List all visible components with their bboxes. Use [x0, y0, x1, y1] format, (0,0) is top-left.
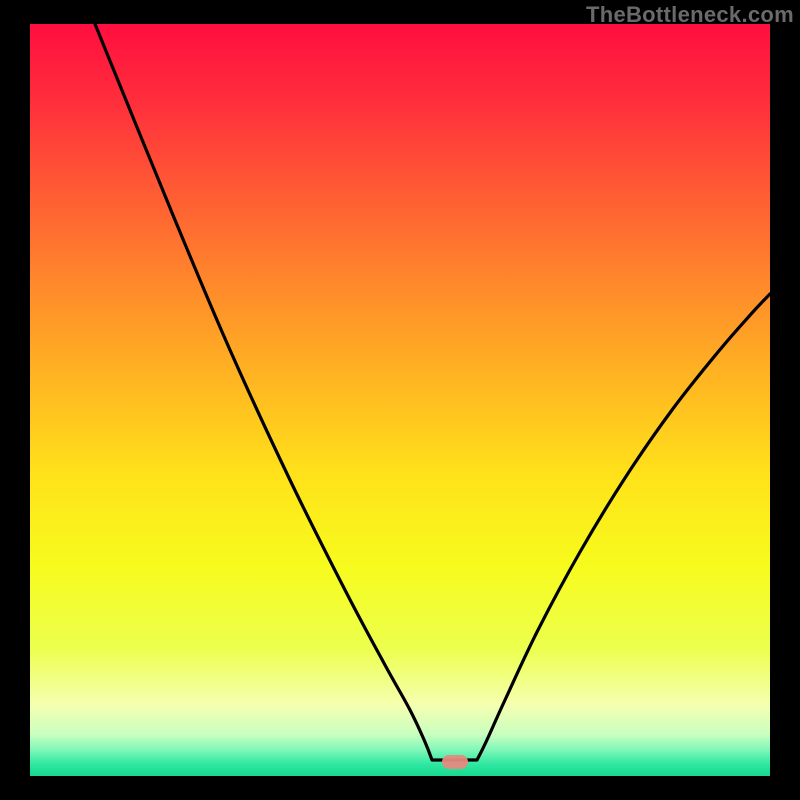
chart-stage: TheBottleneck.com: [0, 0, 800, 800]
valley-marker: [442, 755, 468, 769]
watermark-text: TheBottleneck.com: [586, 2, 794, 28]
chart-svg: [0, 0, 800, 800]
